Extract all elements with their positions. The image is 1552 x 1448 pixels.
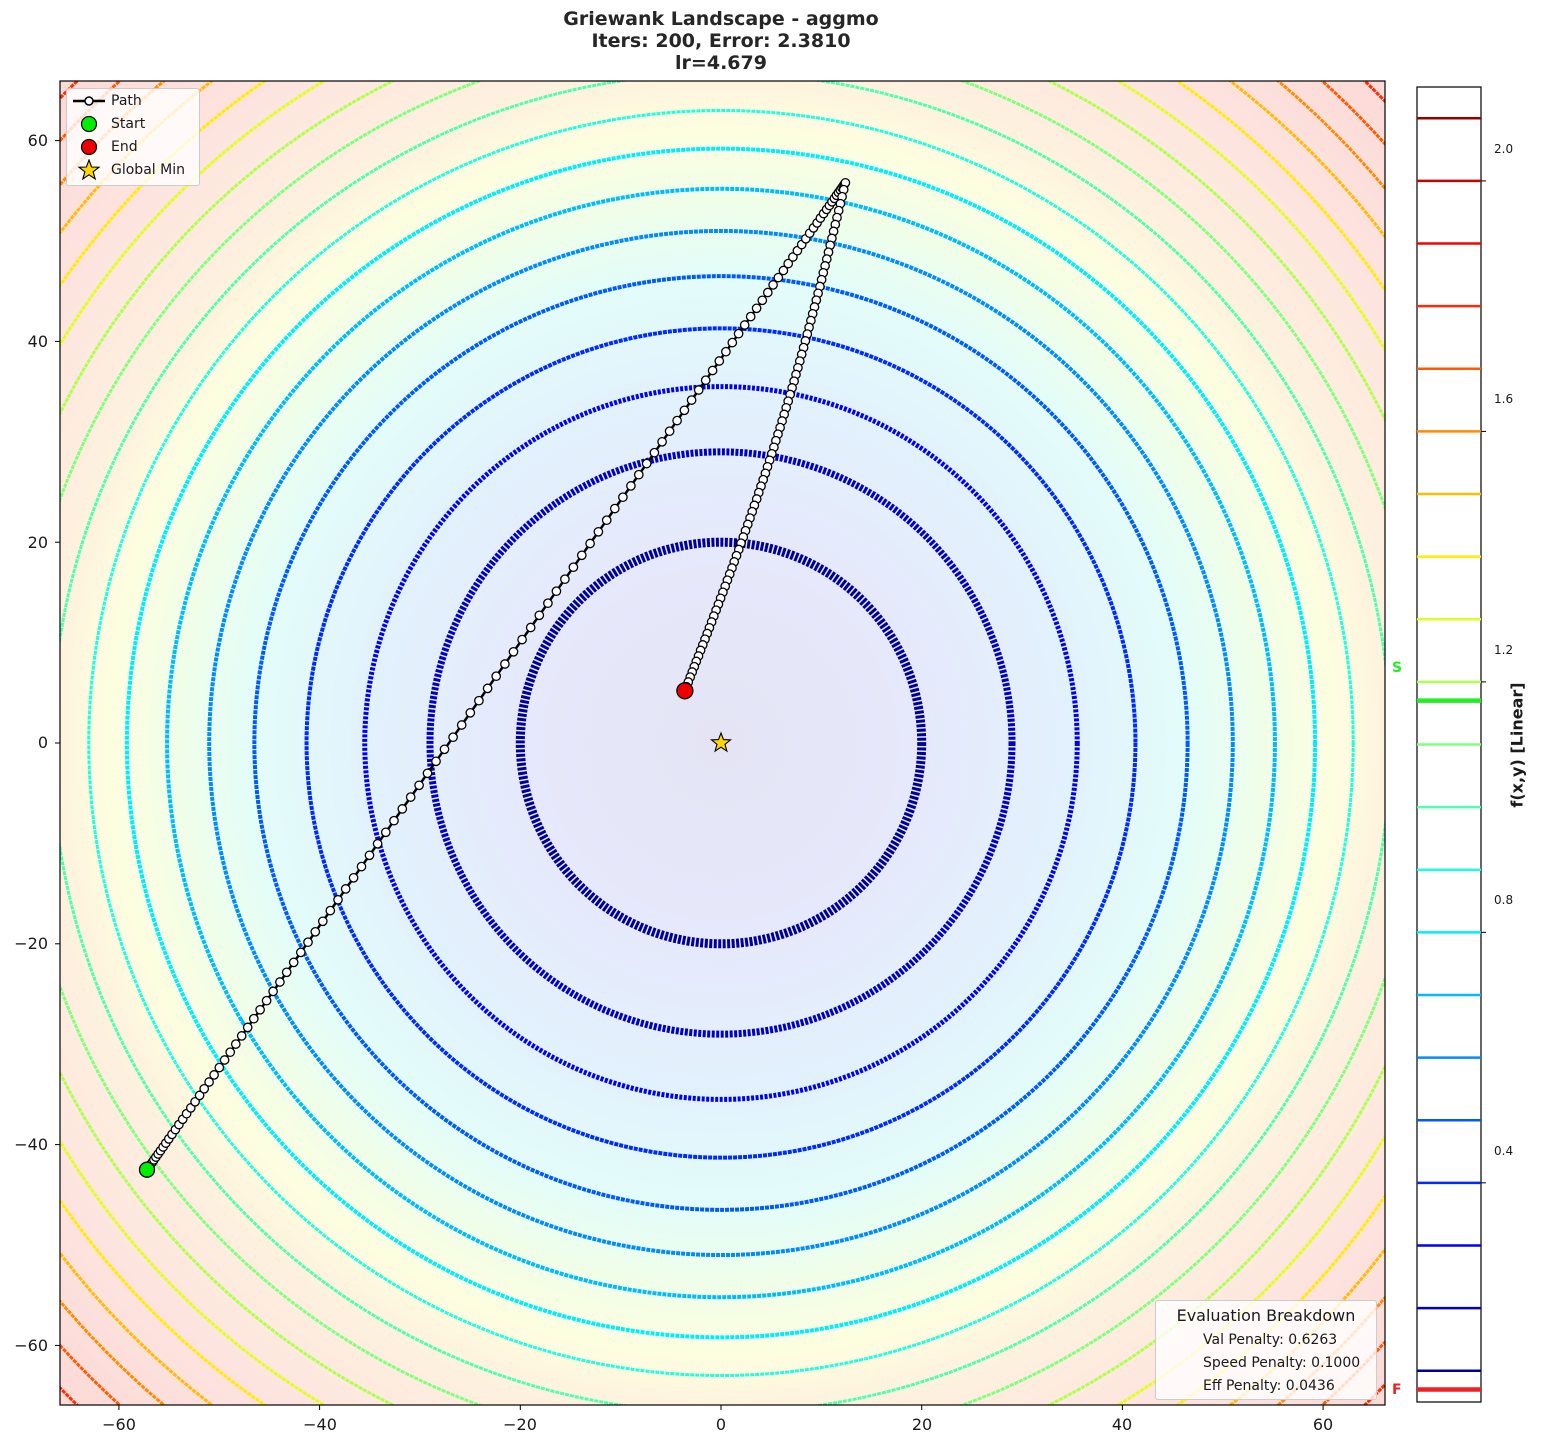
- legend-item-global-min: Global Min: [67, 159, 185, 181]
- star-icon: [77, 159, 101, 181]
- evaluation-breakdown-box: Evaluation Breakdown Val Penalty: 0.6263…: [1155, 1300, 1377, 1400]
- val-penalty: Val Penalty: 0.6263: [1203, 1332, 1338, 1348]
- y-tick-label: −20: [14, 934, 48, 953]
- legend-item-path: Path: [67, 90, 142, 112]
- legend-label-global-min: Global Min: [111, 162, 185, 178]
- path-line-icon: [73, 96, 105, 106]
- colorbar-tick-label: 2.0: [1494, 142, 1514, 156]
- start-marker: [138, 1161, 156, 1178]
- colorbar-levels: [1417, 117, 1486, 1392]
- x-tick-label: −40: [303, 1415, 337, 1434]
- contour-level: [207, 228, 1235, 1258]
- colorbar-tick-label: 1.6: [1494, 392, 1514, 406]
- legend-item-end: End: [67, 136, 138, 158]
- chart-title: Griewank Landscape - aggmo Iters: 200, E…: [0, 8, 1442, 74]
- title-line-3: lr=4.679: [675, 52, 767, 74]
- eff-penalty: Eff Penalty: 0.0436: [1203, 1378, 1335, 1394]
- optimizer-path: [138, 177, 851, 1178]
- green-circle-icon: [80, 115, 98, 133]
- evaluation-heading: Evaluation Breakdown: [1176, 1306, 1356, 1325]
- colorbar-start-marker: S: [1392, 660, 1403, 676]
- contour-level: [252, 274, 1190, 1212]
- x-tick-label: 0: [715, 1415, 727, 1434]
- x-tick-label: 40: [1111, 1415, 1133, 1434]
- y-tick-label: 20: [27, 533, 48, 552]
- axis-ticks: [55, 140, 1324, 1410]
- end-marker: [676, 682, 694, 700]
- x-tick-label: 20: [911, 1415, 933, 1434]
- legend-label-end: End: [111, 139, 138, 155]
- global-min-star: [710, 731, 732, 753]
- contour-level: [165, 186, 1277, 1300]
- contour-level: [426, 448, 1016, 1038]
- legend-label-start: Start: [111, 116, 146, 132]
- colorbar-tick-label: 0.8: [1494, 893, 1514, 907]
- y-tick-label: −60: [14, 1336, 48, 1355]
- legend-item-start: Start: [67, 113, 145, 135]
- legend-label-path: Path: [111, 93, 142, 109]
- colorbar-tick-label: 0.4: [1494, 1144, 1514, 1158]
- contour-level: [362, 384, 1080, 1102]
- title-line-2: Iters: 200, Error: 2.3810: [591, 30, 851, 52]
- legend: Path Start End Global Min: [66, 88, 200, 186]
- y-tick-label: 60: [27, 131, 48, 150]
- x-tick-label: −60: [102, 1415, 136, 1434]
- title-line-1: Griewank Landscape - aggmo: [563, 8, 879, 30]
- colorbar-label: f(x,y) [Linear]: [1507, 682, 1527, 808]
- contour-level: [515, 537, 927, 949]
- contour-level: [124, 146, 1318, 1340]
- y-tick-label: 40: [27, 332, 48, 351]
- contour-level: [87, 108, 1355, 1378]
- y-tick-label: −40: [14, 1135, 48, 1154]
- x-tick-label: 60: [1312, 1415, 1334, 1434]
- colorbar-final-marker: F: [1392, 1382, 1402, 1398]
- speed-penalty: Speed Penalty: 0.1000: [1203, 1355, 1361, 1371]
- x-tick-label: −20: [503, 1415, 537, 1434]
- contour-level: [304, 326, 1138, 1160]
- y-tick-label: 0: [37, 733, 48, 752]
- red-circle-icon: [80, 138, 98, 156]
- colorbar-tick-label: 1.2: [1494, 643, 1514, 657]
